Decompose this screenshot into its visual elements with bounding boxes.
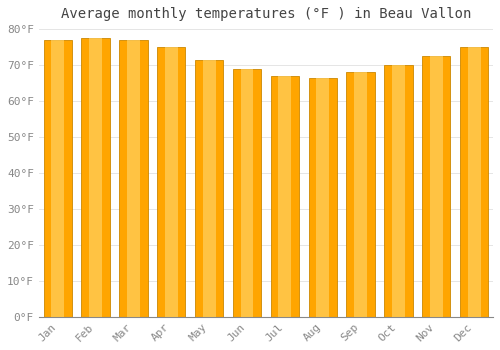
Bar: [270, 76, 299, 317]
Title: Average monthly temperatures (°F ) in Beau Vallon: Average monthly temperatures (°F ) in Be…: [60, 7, 471, 21]
Bar: [384, 65, 412, 317]
Bar: [44, 40, 72, 317]
Bar: [422, 56, 450, 317]
Bar: [52, 40, 64, 317]
Bar: [346, 72, 375, 317]
Bar: [127, 40, 140, 317]
Bar: [460, 47, 488, 317]
Bar: [468, 47, 480, 317]
Bar: [316, 78, 329, 317]
Bar: [308, 78, 337, 317]
Bar: [240, 69, 254, 317]
Bar: [82, 38, 110, 317]
Bar: [165, 47, 177, 317]
Bar: [195, 60, 224, 317]
Bar: [354, 72, 367, 317]
Bar: [119, 40, 148, 317]
Bar: [89, 38, 102, 317]
Bar: [392, 65, 405, 317]
Bar: [233, 69, 261, 317]
Bar: [203, 60, 215, 317]
Bar: [430, 56, 442, 317]
Bar: [157, 47, 186, 317]
Bar: [278, 76, 291, 317]
